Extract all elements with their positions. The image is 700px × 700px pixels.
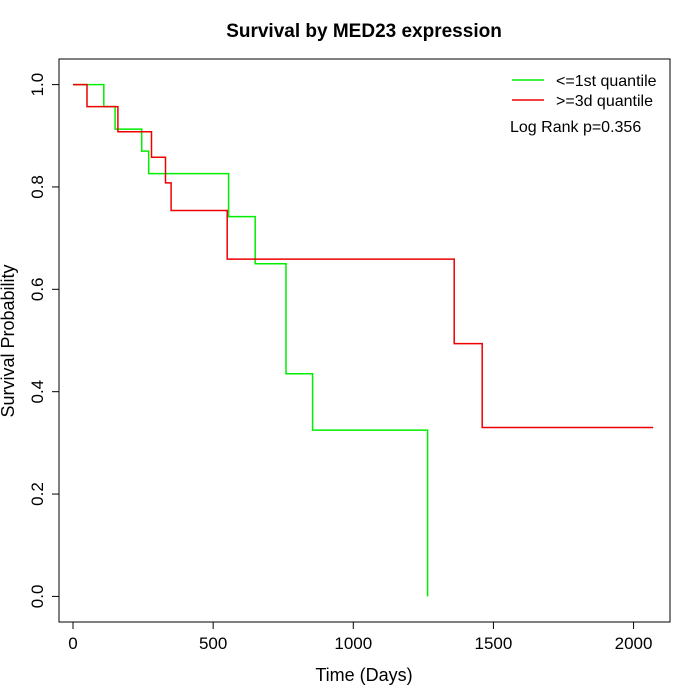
x-tick-label: 0 (68, 634, 77, 653)
series-layer (73, 83, 654, 597)
series-line-2 (73, 83, 654, 429)
y-tick-label: 0.6 (28, 277, 47, 301)
series-line-1 (73, 83, 429, 597)
legend: <=1st quantile >=3d quantile (512, 73, 657, 110)
log-rank-annotation: Log Rank p=0.356 (510, 119, 641, 136)
x-axis: 0 500 1000 1500 2000 (68, 621, 653, 653)
y-tick-label: 0.8 (28, 175, 47, 199)
y-axis: 0.0 0.2 0.4 0.6 0.8 1.0 (28, 73, 60, 609)
x-axis-label: Time (Days) (315, 665, 412, 685)
y-axis-label: Survival Probability (0, 264, 18, 417)
y-tick-label: 0.0 (28, 585, 47, 609)
x-tick-label: 500 (199, 634, 227, 653)
x-tick-label: 1500 (475, 634, 513, 653)
y-tick-label: 0.4 (28, 380, 47, 404)
plot-frame (58, 58, 671, 623)
legend-label: <=1st quantile (556, 73, 657, 90)
y-tick-label: 1.0 (28, 73, 47, 97)
y-tick-label: 0.2 (28, 482, 47, 506)
chart-title: Survival by MED23 expression (226, 21, 502, 42)
legend-label: >=3d quantile (556, 93, 653, 110)
x-tick-label: 2000 (615, 634, 653, 653)
x-tick-label: 1000 (334, 634, 372, 653)
